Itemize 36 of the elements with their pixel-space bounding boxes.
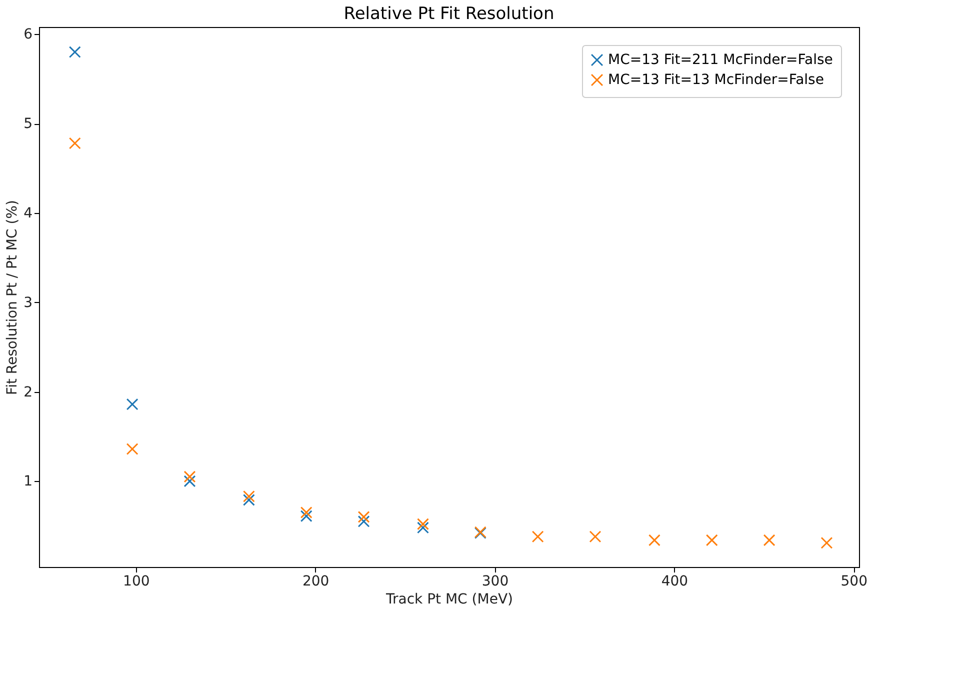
legend-label: MC=13 Fit=13 McFinder=False (608, 72, 824, 88)
y-tick-label: 6 (24, 26, 33, 43)
y-tick-label: 1 (24, 474, 32, 490)
legend-label: MC=13 Fit=211 McFinder=False (608, 52, 833, 68)
point (184, 475, 196, 488)
y-tick-label: 2 (24, 384, 32, 400)
point (126, 398, 138, 410)
point (532, 530, 544, 543)
point (126, 442, 138, 455)
point (416, 518, 429, 530)
point (648, 534, 660, 546)
y-tick-label: 3 (24, 294, 32, 311)
point (589, 530, 602, 543)
point (358, 510, 370, 523)
y-tick-label: 4 (24, 205, 33, 222)
point (68, 137, 81, 150)
point (820, 536, 833, 549)
point (300, 506, 312, 518)
y-axis-title: Fit Resolution Pt / Pt MC (%) (4, 200, 21, 395)
x-tick-label: 100 (123, 574, 150, 590)
chart-title: Relative Pt Fit Resolution (344, 4, 554, 24)
x-tick-label: 200 (302, 574, 330, 590)
point (706, 534, 718, 546)
point (300, 510, 312, 522)
x-tick-label: 300 (482, 574, 509, 590)
x-tick-label: 400 (661, 574, 688, 590)
point (242, 494, 255, 506)
x-tick-label: 500 (840, 574, 868, 590)
point (763, 534, 776, 546)
x-axis-title: Track Pt MC (MeV) (385, 592, 513, 608)
y-tick-label: 5 (24, 116, 32, 132)
point (184, 470, 196, 483)
point (68, 46, 81, 58)
point (242, 490, 255, 502)
point (358, 515, 370, 528)
point (416, 522, 429, 534)
